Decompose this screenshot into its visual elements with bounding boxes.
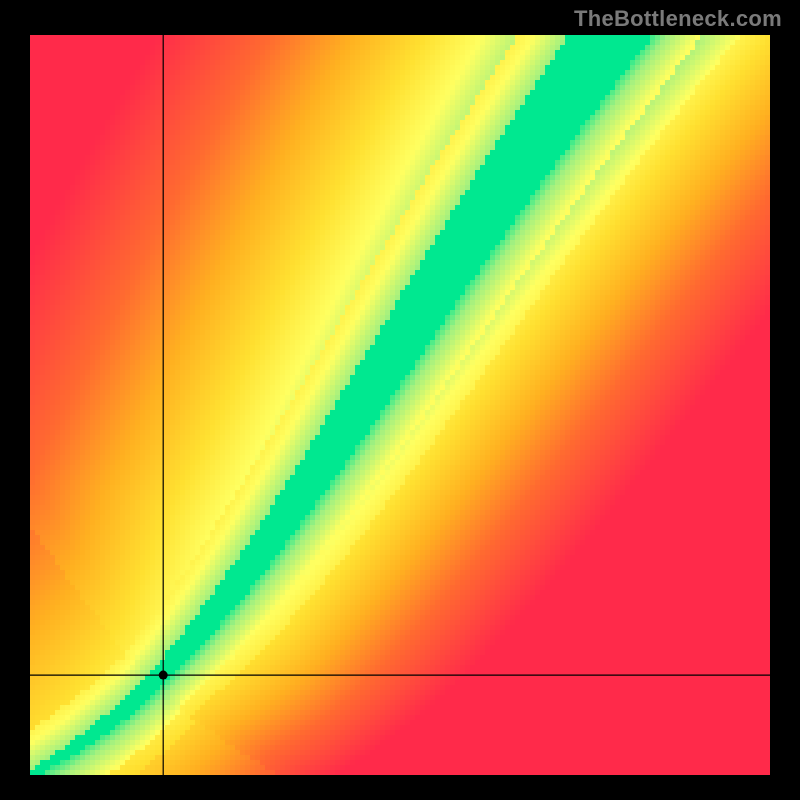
chart-container: TheBottleneck.com bbox=[0, 0, 800, 800]
watermark-text: TheBottleneck.com bbox=[574, 6, 782, 32]
heatmap-canvas bbox=[30, 35, 770, 775]
plot-area bbox=[30, 35, 770, 775]
